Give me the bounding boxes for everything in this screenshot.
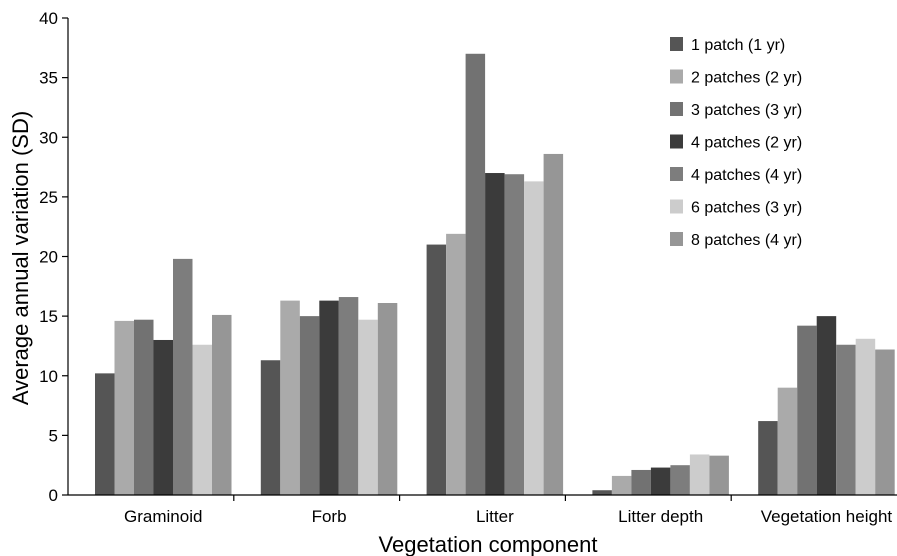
y-tick-label: 0 — [49, 486, 58, 505]
x-tick-label: Litter depth — [618, 507, 703, 526]
bar — [855, 338, 876, 495]
legend-label: 4 patches (2 yr) — [691, 135, 802, 152]
legend-swatch — [670, 199, 683, 214]
bar — [836, 344, 856, 495]
bar — [631, 469, 651, 495]
bars-group — [95, 53, 895, 496]
legend-label: 2 patches (2 yr) — [691, 70, 802, 87]
bar — [319, 300, 339, 495]
bar — [611, 475, 632, 495]
bar — [426, 244, 447, 495]
bar — [260, 360, 281, 495]
bar — [192, 344, 212, 495]
y-tick-label: 25 — [39, 188, 58, 207]
x-tick-label: Vegetation height — [761, 507, 893, 526]
bar — [592, 490, 612, 495]
legend-label: 6 patches (3 yr) — [691, 200, 802, 217]
bar — [465, 53, 486, 496]
y-axis-title: Average annual variation (SD) — [8, 111, 33, 405]
bar — [280, 300, 300, 495]
bar — [650, 467, 671, 495]
legend: 1 patch (1 yr) 2 patches (2 yr) 3 patches … — [670, 37, 802, 249]
bar — [524, 181, 544, 495]
y-tick-label: 10 — [39, 367, 58, 386]
bar — [377, 303, 398, 495]
x-tick-label: Forb — [312, 507, 347, 526]
y-tick-label: 15 — [39, 307, 58, 326]
bar — [758, 421, 778, 495]
legend-label: 8 patches (4 yr) — [691, 232, 802, 249]
bar — [212, 314, 232, 495]
bar — [875, 349, 895, 495]
legend-swatch — [670, 37, 683, 51]
bar — [543, 153, 564, 495]
legend-swatch — [670, 134, 683, 149]
legend-swatch — [670, 232, 683, 246]
bar — [95, 373, 115, 495]
legend-swatch — [670, 69, 683, 84]
bar — [114, 320, 134, 495]
bar — [299, 316, 320, 495]
bar — [173, 258, 193, 495]
bar — [797, 325, 817, 495]
y-tick-label: 30 — [39, 128, 58, 147]
bar — [816, 316, 837, 495]
y-tick-label: 20 — [39, 248, 58, 267]
bar — [504, 174, 525, 495]
y-ticks-group: 0 5 10 15 20 25 30 35 40 — [39, 9, 68, 505]
legend-swatch — [670, 167, 683, 181]
legend-label: 4 patches (4 yr) — [691, 167, 802, 184]
bar — [358, 319, 378, 495]
legend-label: 1 patch (1 yr) — [691, 37, 785, 54]
bar — [134, 319, 154, 495]
bar — [153, 339, 173, 495]
bar — [670, 465, 690, 495]
bar — [709, 455, 729, 495]
x-tick-label: Graminoid — [124, 507, 202, 526]
bar — [485, 173, 505, 495]
legend-label: 3 patches (3 yr) — [691, 102, 802, 119]
x-tick-label: Litter — [476, 507, 514, 526]
x-ticks-group: Graminoid Forb Litter Litter depth Vegetatio… — [124, 495, 892, 526]
y-tick-label: 40 — [39, 9, 58, 28]
bar — [338, 297, 359, 495]
legend-swatch — [670, 102, 683, 116]
bar — [689, 454, 710, 495]
bar — [446, 233, 466, 495]
bar — [777, 387, 798, 495]
x-axis-title: Vegetation component — [379, 532, 598, 556]
y-tick-label: 5 — [49, 426, 58, 445]
y-tick-label: 35 — [39, 69, 58, 88]
